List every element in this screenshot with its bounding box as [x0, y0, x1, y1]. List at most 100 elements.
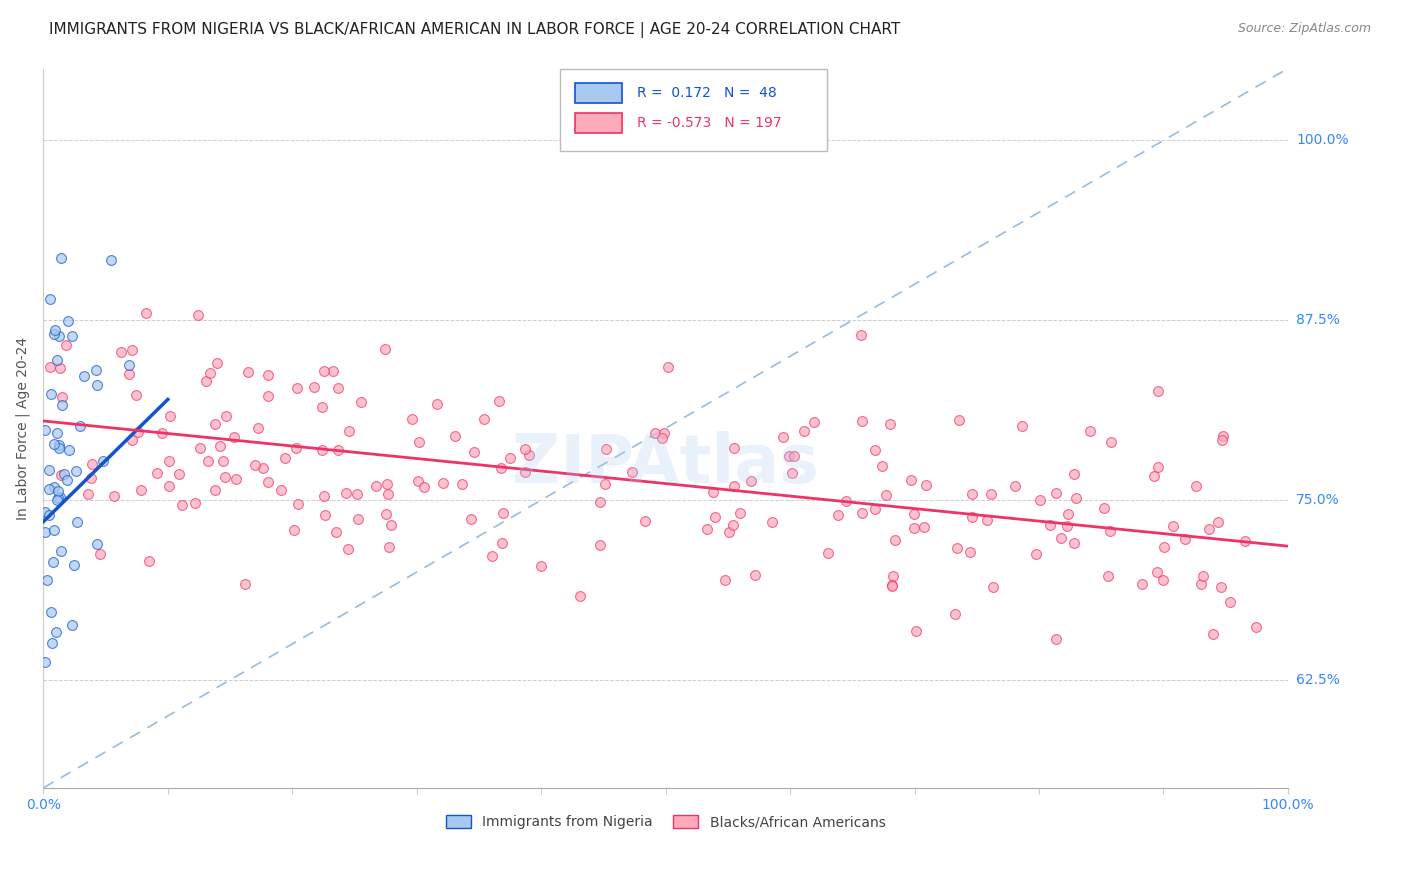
Point: [51, 398, 73, 412]
Point: [45, 625, 67, 640]
Point: [1025, 547, 1047, 561]
Point: [463, 444, 485, 458]
Point: [1146, 565, 1168, 579]
Point: [257, 389, 280, 403]
Point: [849, 328, 872, 343]
Point: [451, 477, 474, 491]
Point: [1064, 491, 1087, 505]
Point: [326, 381, 349, 395]
Point: [246, 421, 269, 435]
Point: [654, 426, 676, 441]
Point: [946, 541, 969, 555]
Point: [377, 487, 399, 501]
Point: [326, 442, 349, 457]
Point: [880, 578, 903, 592]
Point: [780, 467, 803, 481]
Point: [49, 360, 72, 375]
Point: [56, 473, 79, 487]
Point: [945, 607, 967, 621]
Point: [1029, 493, 1052, 508]
FancyBboxPatch shape: [560, 69, 827, 152]
Point: [89, 547, 111, 561]
Point: [39, 387, 62, 401]
Point: [184, 495, 207, 509]
Point: [209, 440, 232, 454]
Point: [157, 454, 180, 468]
Point: [723, 441, 745, 455]
Point: [1192, 568, 1215, 582]
Point: [1045, 632, 1067, 646]
Point: [1202, 626, 1225, 640]
Point: [976, 513, 998, 527]
Point: [460, 512, 482, 526]
Point: [349, 394, 371, 409]
Point: [34, 423, 56, 437]
Point: [588, 538, 610, 552]
Point: [204, 483, 226, 497]
Point: [283, 523, 305, 537]
Text: 87.5%: 87.5%: [1296, 313, 1340, 327]
Point: [1212, 429, 1234, 443]
Point: [1185, 479, 1208, 493]
Point: [274, 451, 297, 466]
Point: [903, 507, 925, 521]
Point: [912, 520, 935, 534]
Point: [1004, 479, 1026, 493]
Point: [159, 409, 181, 424]
Point: [718, 524, 741, 539]
Point: [35, 573, 58, 587]
Point: [51, 390, 73, 404]
Point: [851, 506, 873, 520]
Point: [1211, 580, 1233, 594]
Point: [49, 468, 72, 483]
Point: [761, 515, 783, 529]
Text: R = -0.573   N = 197: R = -0.573 N = 197: [637, 116, 782, 130]
Point: [73, 369, 96, 384]
Point: [287, 498, 309, 512]
Point: [135, 305, 157, 319]
Point: [314, 508, 336, 522]
Point: [93, 453, 115, 467]
Point: [1063, 467, 1085, 482]
Point: [783, 449, 806, 463]
Point: [914, 477, 936, 491]
Point: [366, 479, 388, 493]
Point: [778, 450, 800, 464]
Point: [714, 573, 737, 587]
Point: [879, 417, 901, 432]
Point: [657, 359, 679, 374]
Point: [595, 477, 617, 491]
Point: [375, 476, 398, 491]
Point: [863, 502, 886, 516]
Point: [744, 567, 766, 582]
Point: [42, 523, 65, 537]
Point: [346, 487, 368, 501]
Point: [875, 488, 897, 502]
FancyBboxPatch shape: [575, 83, 621, 103]
Point: [34, 505, 56, 519]
Point: [589, 495, 612, 509]
Point: [981, 580, 1004, 594]
Point: [882, 569, 904, 583]
Point: [1198, 522, 1220, 536]
Point: [336, 542, 359, 557]
Point: [48, 328, 70, 343]
Point: [34, 525, 56, 540]
Point: [52, 467, 75, 482]
Point: [1161, 518, 1184, 533]
Point: [257, 368, 280, 382]
Point: [127, 425, 149, 440]
Text: IMMIGRANTS FROM NIGERIA VS BLACK/AFRICAN AMERICAN IN LABOR FORCE | AGE 20-24 COR: IMMIGRANTS FROM NIGERIA VS BLACK/AFRICAN…: [49, 22, 900, 38]
Point: [1056, 518, 1078, 533]
Text: 75.0%: 75.0%: [1296, 493, 1340, 508]
Point: [270, 483, 292, 497]
Point: [1146, 384, 1168, 399]
Point: [374, 342, 396, 356]
Point: [212, 454, 235, 468]
Point: [959, 545, 981, 559]
Point: [42, 555, 65, 569]
Text: Source: ZipAtlas.com: Source: ZipAtlas.com: [1237, 22, 1371, 36]
Point: [517, 448, 540, 462]
Point: [723, 479, 745, 493]
Point: [740, 474, 762, 488]
